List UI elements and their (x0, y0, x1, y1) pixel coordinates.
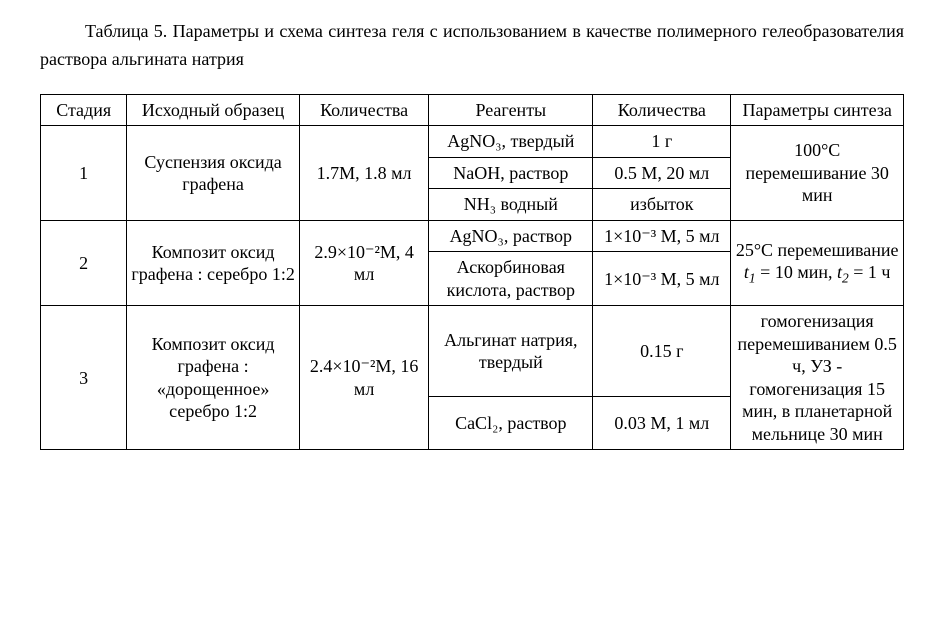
cell-qty: 1.7М, 1.8 мл (299, 126, 428, 221)
table-row: 2 Композит оксид графена : серебро 1:2 2… (41, 220, 904, 252)
cell-params: 100°С перемешивание 30 мин (731, 126, 904, 221)
table-row: 1 Суспензия оксида графена 1.7М, 1.8 мл … (41, 126, 904, 158)
cell-rqty: избыток (593, 189, 731, 221)
table-row: 3 Композит оксид графена : «дорощенное» … (41, 306, 904, 397)
cell-qty: 2.9×10⁻²М, 4 мл (299, 220, 428, 306)
cell-rqty: 0.03 М, 1 мл (593, 397, 731, 450)
col-stage: Стадия (41, 94, 127, 126)
col-reagent: Реагенты (429, 94, 593, 126)
col-params: Параметры синтеза (731, 94, 904, 126)
cell-sample: Суспензия оксида графена (127, 126, 300, 221)
cell-params: гомогенизация перемешиванием 0.5 ч, УЗ -… (731, 306, 904, 450)
col-rqty: Количества (593, 94, 731, 126)
cell-reagent: AgNO₃, раствор (429, 220, 593, 252)
cell-params: 25°С перемешивание t1 = 10 мин, t2 = 1 ч (731, 220, 904, 306)
cell-rqty: 1×10⁻³ М, 5 мл (593, 252, 731, 306)
cell-rqty: 0.5 М, 20 мл (593, 157, 731, 189)
cell-reagent: Альгинат натрия, твердый (429, 306, 593, 397)
cell-rqty: 1×10⁻³ М, 5 мл (593, 220, 731, 252)
cell-reagent: CaCl₂, раствор (429, 397, 593, 450)
col-sample: Исходный образец (127, 94, 300, 126)
cell-rqty: 1 г (593, 126, 731, 158)
cell-reagent: Аскорбиновая кислота, раствор (429, 252, 593, 306)
col-qty: Количества (299, 94, 428, 126)
cell-reagent: NaOH, раствор (429, 157, 593, 189)
cell-qty: 2.4×10⁻²М, 16 мл (299, 306, 428, 450)
cell-stage: 2 (41, 220, 127, 306)
table-caption: Таблица 5. Параметры и схема синтеза гел… (40, 18, 904, 74)
header-row: Стадия Исходный образец Количества Реаге… (41, 94, 904, 126)
cell-reagent: AgNO₃, твердый (429, 126, 593, 158)
cell-sample: Композит оксид графена : «дорощенное» се… (127, 306, 300, 450)
synthesis-table: Стадия Исходный образец Количества Реаге… (40, 94, 904, 451)
cell-rqty: 0.15 г (593, 306, 731, 397)
cell-stage: 1 (41, 126, 127, 221)
cell-reagent: NH₃ водный (429, 189, 593, 221)
cell-stage: 3 (41, 306, 127, 450)
cell-sample: Композит оксид графена : серебро 1:2 (127, 220, 300, 306)
